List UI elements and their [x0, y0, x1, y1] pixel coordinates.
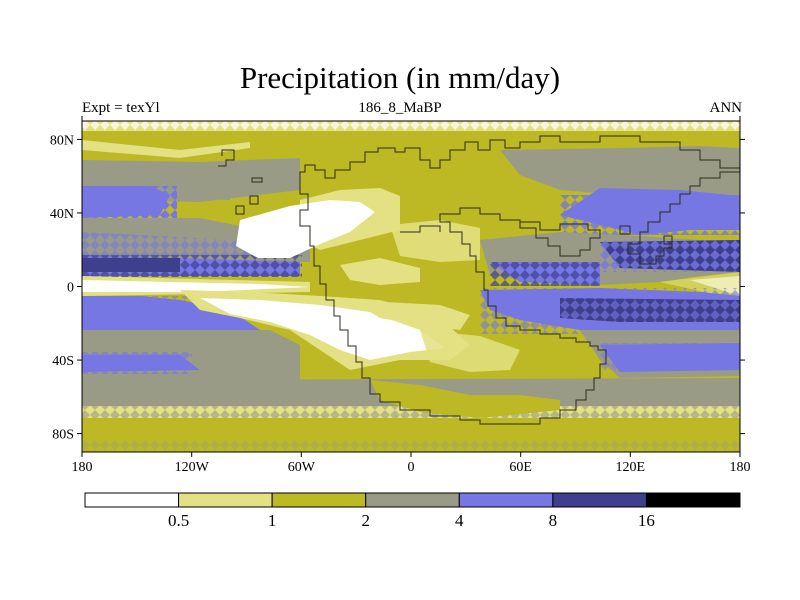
latitude-labels: 80N 40N 0 40S 80S: [50, 133, 74, 442]
lon-tick-label: 180: [730, 460, 751, 475]
lon-tick-label: 120W: [175, 460, 210, 475]
colorbar-box: [552, 492, 647, 508]
longitude-labels: 180 120W 60W 0 60E 120E 180: [72, 460, 751, 475]
colorbar-box: [271, 492, 367, 508]
colorbar: 0.5 1 2 4 8 16: [84, 492, 741, 530]
colorbar-level-label: 1: [268, 511, 277, 530]
colorbar-box: [84, 492, 180, 508]
lon-tick-label: 120E: [616, 460, 646, 475]
colorbar-level-label: 0.5: [168, 511, 189, 530]
lat-tick-label: 40S: [52, 354, 74, 369]
coastlines: [218, 135, 740, 425]
colorbar-level-label: 16: [638, 511, 655, 530]
lat-tick-label: 80N: [50, 133, 74, 148]
colorbar-level-label: 4: [455, 511, 464, 530]
colorbar-box: [178, 492, 273, 508]
lon-tick-label: 60W: [288, 460, 316, 475]
precipitation-field: [82, 121, 740, 452]
colorbar-box: [458, 492, 554, 508]
lon-tick-label: 180: [72, 460, 93, 475]
lat-tick-label: 40N: [50, 207, 74, 222]
experiment-label: Expt = texYl: [82, 100, 160, 116]
lat-tick-label: 80S: [52, 428, 74, 443]
map-title: Precipitation (in mm/day): [239, 60, 561, 95]
colorbar-box: [365, 492, 460, 508]
lat-tick-label: 0: [67, 281, 74, 296]
case-label: 186_8_MaBP: [358, 100, 442, 116]
latitude-axis: [77, 138, 745, 435]
colorbar-level-label: 8: [549, 511, 558, 530]
lon-tick-label: 60E: [509, 460, 532, 475]
colorbar-level-label: 2: [361, 511, 370, 530]
colorbar-box: [645, 492, 741, 508]
season-label: ANN: [709, 100, 743, 116]
lon-tick-label: 0: [408, 460, 415, 475]
longitude-axis: [81, 116, 741, 457]
